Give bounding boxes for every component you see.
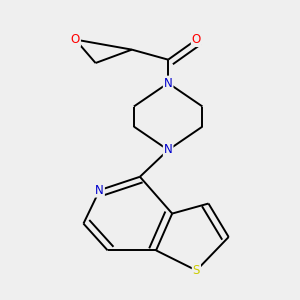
Text: S: S bbox=[193, 264, 200, 277]
Text: O: O bbox=[71, 33, 80, 46]
Text: N: N bbox=[95, 184, 104, 197]
Text: N: N bbox=[164, 76, 172, 90]
Text: N: N bbox=[164, 143, 172, 157]
Text: O: O bbox=[192, 33, 201, 46]
